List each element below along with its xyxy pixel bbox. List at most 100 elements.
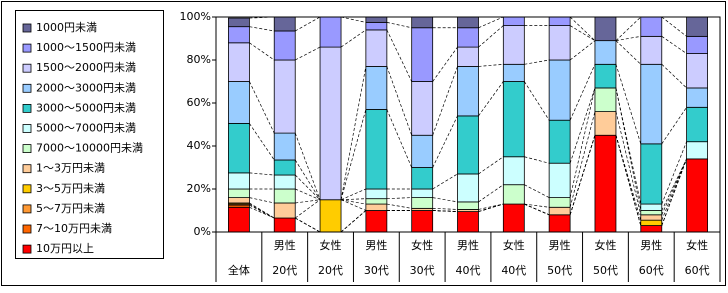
bar-segment xyxy=(594,111,617,136)
x-tick-label: 20代 xyxy=(272,264,297,277)
bar-segment xyxy=(548,206,571,216)
y-tick-label: 80% xyxy=(187,53,211,66)
series-line xyxy=(569,40,596,61)
bar-segment xyxy=(273,202,296,219)
bar-segment xyxy=(319,199,342,233)
bar-segment xyxy=(686,16,708,37)
legend-label: 5～7万円未満 xyxy=(36,202,105,215)
bar-segment xyxy=(686,35,708,54)
bar-segment xyxy=(273,159,296,176)
series-line xyxy=(569,64,596,121)
legend-label: 3000～5000円未満 xyxy=(36,101,136,114)
bar-segment xyxy=(502,25,525,65)
series-line xyxy=(432,115,458,168)
bar-segment xyxy=(548,214,571,233)
bar-segment xyxy=(365,29,388,67)
bar-segment xyxy=(411,188,434,198)
bar-segment xyxy=(411,167,434,190)
series-line xyxy=(432,208,458,210)
bar-segment xyxy=(457,115,479,175)
bar-segment xyxy=(365,109,388,190)
bar-segment xyxy=(548,16,571,26)
series-line xyxy=(432,46,458,82)
series-line xyxy=(386,22,412,29)
bar-segment xyxy=(640,203,663,211)
y-tick-label: 100% xyxy=(180,10,211,23)
series-line xyxy=(478,203,504,210)
y-tick-label: 60% xyxy=(187,96,211,109)
bar-segment xyxy=(457,201,479,210)
bar-segment xyxy=(594,16,617,42)
bar-segment xyxy=(365,210,388,233)
bar-segment xyxy=(228,188,250,198)
x-tick-label: 60代 xyxy=(639,264,664,277)
x-tick-label: 女性 xyxy=(320,238,342,252)
bar-segment xyxy=(640,16,663,37)
bar-segment xyxy=(273,30,296,61)
x-tick-label: 男性 xyxy=(274,238,296,252)
series-line xyxy=(249,123,275,161)
bar-segment xyxy=(502,81,525,158)
bar-segment xyxy=(411,134,434,168)
x-tick-label: 女性 xyxy=(686,238,708,252)
series-line xyxy=(294,174,321,200)
bar-segment xyxy=(365,66,388,110)
legend-label: 1000円未満 xyxy=(36,21,97,34)
bar-segment xyxy=(411,16,434,29)
x-tick-label: 40代 xyxy=(501,264,526,277)
series-line xyxy=(661,36,687,54)
legend-swatch xyxy=(22,224,32,234)
series-line xyxy=(661,158,687,226)
series-line xyxy=(249,197,275,204)
series-line xyxy=(524,59,550,65)
bar-segment xyxy=(548,25,571,61)
legend-label: 1～3万円未満 xyxy=(36,162,105,175)
series-line xyxy=(569,87,596,198)
bar-segment xyxy=(502,63,525,82)
series-line xyxy=(340,199,366,205)
series-line xyxy=(386,109,413,168)
x-tick-label: 男性 xyxy=(365,238,387,252)
series-line xyxy=(341,198,366,201)
x-tick-label: 60代 xyxy=(685,264,710,277)
bar-segment xyxy=(594,63,617,89)
bar-segment xyxy=(502,184,525,205)
series-line xyxy=(661,158,687,221)
legend-label: 5000～7000円未満 xyxy=(36,122,136,135)
legend-box xyxy=(15,10,164,259)
bar-segment xyxy=(365,198,388,205)
series-line xyxy=(294,132,321,200)
bar-segment xyxy=(686,106,708,143)
series-line xyxy=(432,210,458,212)
bar-segment xyxy=(457,16,479,29)
series-line xyxy=(524,156,550,164)
legend-label: 10万円以上 xyxy=(36,242,94,255)
series-line xyxy=(661,141,687,205)
series-line xyxy=(295,188,321,201)
bar-segment xyxy=(228,81,250,124)
y-tick-label: 0% xyxy=(194,225,211,238)
bar-segment xyxy=(457,211,479,233)
legend-swatch xyxy=(22,83,32,93)
bar-segment xyxy=(686,53,708,89)
series-line xyxy=(340,16,366,23)
series-line xyxy=(340,66,367,200)
x-tick-label: 女性 xyxy=(594,238,616,252)
legend-label: 1500～2000円未満 xyxy=(36,61,136,74)
series-line xyxy=(478,184,504,203)
bar-segment xyxy=(411,210,434,233)
bar-segment xyxy=(228,26,250,44)
x-tick-label: 30代 xyxy=(364,264,389,277)
bar-segment xyxy=(548,119,571,164)
bar-segment xyxy=(273,188,296,204)
series-line xyxy=(478,156,504,175)
bar-segment xyxy=(273,59,296,134)
legend-label: 7000～10000円未満 xyxy=(36,142,143,155)
legend-swatch xyxy=(22,124,32,133)
legend-swatch xyxy=(22,164,32,174)
series-line xyxy=(249,206,275,219)
legend-swatch xyxy=(22,184,32,194)
series-line xyxy=(524,203,550,216)
bar-segment xyxy=(457,27,479,48)
